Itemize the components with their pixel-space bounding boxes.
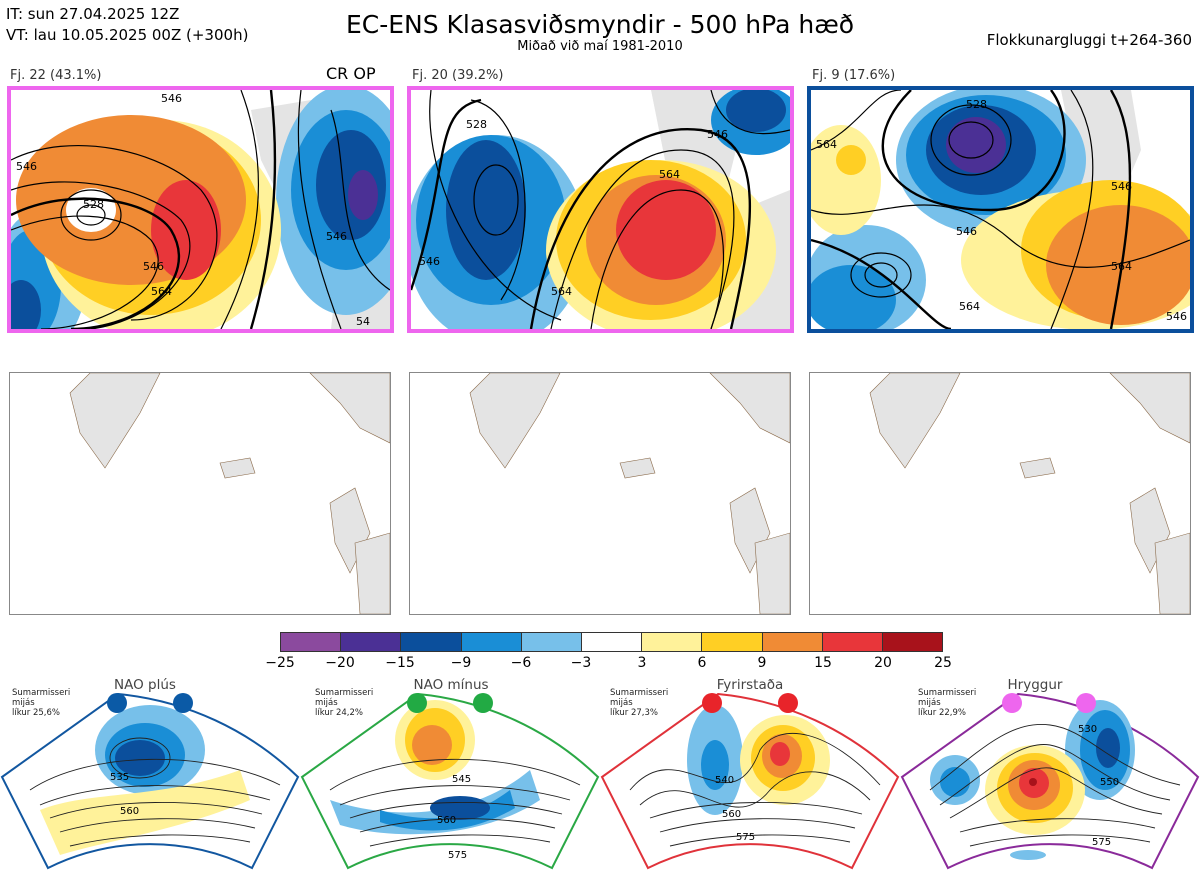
regime-1-info: Sumarmisseri mijás líkur 25,6% (12, 688, 70, 718)
cluster-2-map: 528 546 564 546 564 (407, 86, 794, 333)
blank-map-2 (409, 372, 791, 615)
regime-probability: líkur 24,2% (315, 708, 363, 718)
regime-2-map: 545 560 575 (300, 692, 600, 870)
contour-label: 546 (143, 260, 164, 273)
colorbar-tick: −20 (325, 655, 355, 671)
contour-label: 546 (707, 128, 728, 141)
colorbar-ticks: −25 −20 −15 −9 −6 −3 3 6 9 15 20 25 (265, 655, 958, 673)
init-time: IT: sun 27.04.2025 12Z (6, 5, 180, 23)
colorbar-swatch (521, 633, 582, 651)
contour-label: 564 (1111, 260, 1132, 273)
contour-label: 564 (816, 138, 837, 151)
colorbar-tick: −6 (510, 655, 532, 671)
colorbar-swatch (822, 633, 883, 651)
regime-probability: líkur 27,3% (610, 708, 658, 718)
regime-probability: líkur 25,6% (12, 708, 60, 718)
colorbar (280, 632, 943, 652)
contour-label: 528 (83, 198, 104, 211)
regime-contour-label: 550 (1100, 777, 1119, 788)
valid-time: VT: lau 10.05.2025 00Z (+300h) (6, 26, 249, 44)
colorbar-tick: 9 (757, 655, 767, 671)
contour-label: 564 (151, 285, 172, 298)
colorbar-swatch (281, 633, 342, 651)
colorbar-swatch (461, 633, 522, 651)
contour-label: 546 (16, 160, 37, 173)
colorbar-tick: 20 (874, 655, 892, 671)
regime-season: Sumarmisseri (315, 688, 374, 698)
page-title: EC-ENS Klasasviðsmyndir - 500 hPa hæð (345, 10, 855, 39)
blank-map-3 (809, 372, 1191, 615)
regime-contour-label: 560 (722, 809, 741, 820)
regime-contour-label: 535 (110, 772, 129, 783)
contour-label: 528 (466, 118, 487, 131)
regime-1-title: NAO plús (114, 677, 176, 693)
regime-3-title: Fyrirstaða (716, 677, 784, 693)
colorbar-swatch (762, 633, 823, 651)
regime-3-map: 540 560 575 (600, 692, 900, 870)
colorbar-swatch (882, 633, 943, 651)
contour-label: 564 (959, 300, 980, 313)
colorbar-swatch (401, 633, 462, 651)
cluster-1-tag: CR OP (326, 64, 376, 83)
regime-contour-label: 540 (715, 775, 734, 786)
cluster-1-label: Fj. 22 (43.1%) (10, 68, 102, 83)
regime-season: Sumarmisseri (610, 688, 669, 698)
cluster-1-map: 528 546 546 546 564 546 54 (7, 86, 394, 333)
contour-label: 546 (161, 92, 182, 105)
contour-label: 564 (551, 285, 572, 298)
regime-pattern: mijás (12, 698, 35, 708)
contour-label: 546 (956, 225, 977, 238)
header-info: IT: sun 27.04.2025 12Z VT: lau 10.05.202… (6, 4, 248, 46)
regime-1-map: 535 560 (0, 692, 300, 870)
clustering-window: Flokkunargluggi t+264-360 (986, 31, 1192, 49)
contour-label: 564 (659, 168, 680, 181)
regime-pattern: mijás (918, 698, 941, 708)
contour-label: 528 (966, 98, 987, 111)
regime-pattern: mijás (315, 698, 338, 708)
blank-map-1 (9, 372, 391, 615)
regime-season: Sumarmisseri (12, 688, 71, 698)
regime-3-info: Sumarmisseri mijás líkur 27,3% (610, 688, 668, 718)
contour-label: 546 (1111, 180, 1132, 193)
colorbar-tick: −9 (450, 655, 472, 671)
contour-label: 546 (326, 230, 347, 243)
regime-contour-label: 575 (736, 832, 755, 843)
cluster-3-map: 528 564 546 546 564 564 546 (807, 86, 1194, 333)
page-subtitle: Miðað við maí 1981-2010 (517, 39, 683, 54)
colorbar-tick: 25 (934, 655, 952, 671)
regime-contour-label: 560 (437, 815, 456, 826)
colorbar-tick: 15 (814, 655, 832, 671)
regime-4-title: Hryggur (1007, 677, 1063, 693)
colorbar-tick: −3 (570, 655, 592, 671)
regime-season: Sumarmisseri (918, 688, 977, 698)
colorbar-swatch (702, 633, 763, 651)
regime-contour-label: 545 (452, 774, 471, 785)
regime-contour-label: 530 (1078, 724, 1097, 735)
colorbar-swatch (642, 633, 703, 651)
colorbar-swatch (341, 633, 402, 651)
cluster-2-label: Fj. 20 (39.2%) (412, 68, 504, 83)
colorbar-tick: 6 (697, 655, 707, 671)
regime-2-info: Sumarmisseri mijás líkur 24,2% (315, 688, 373, 718)
cluster-3-label: Fj. 9 (17.6%) (812, 68, 896, 83)
regime-contour-label: 575 (1092, 837, 1111, 848)
regime-4-map: 530 550 575 (900, 692, 1200, 870)
regime-2-title: NAO mínus (413, 677, 489, 693)
colorbar-swatch (581, 633, 643, 651)
colorbar-tick: −15 (385, 655, 415, 671)
contour-label: 54 (356, 315, 370, 328)
colorbar-tick: −25 (265, 655, 295, 671)
contour-label: 546 (1166, 310, 1187, 323)
contour-label: 546 (419, 255, 440, 268)
regime-4-info: Sumarmisseri mijás líkur 22,9% (918, 688, 976, 718)
regime-pattern: mijás (610, 698, 633, 708)
colorbar-tick: 3 (637, 655, 647, 671)
regime-contour-label: 575 (448, 850, 467, 861)
regime-contour-label: 560 (120, 806, 139, 817)
regime-probability: líkur 22,9% (918, 708, 966, 718)
